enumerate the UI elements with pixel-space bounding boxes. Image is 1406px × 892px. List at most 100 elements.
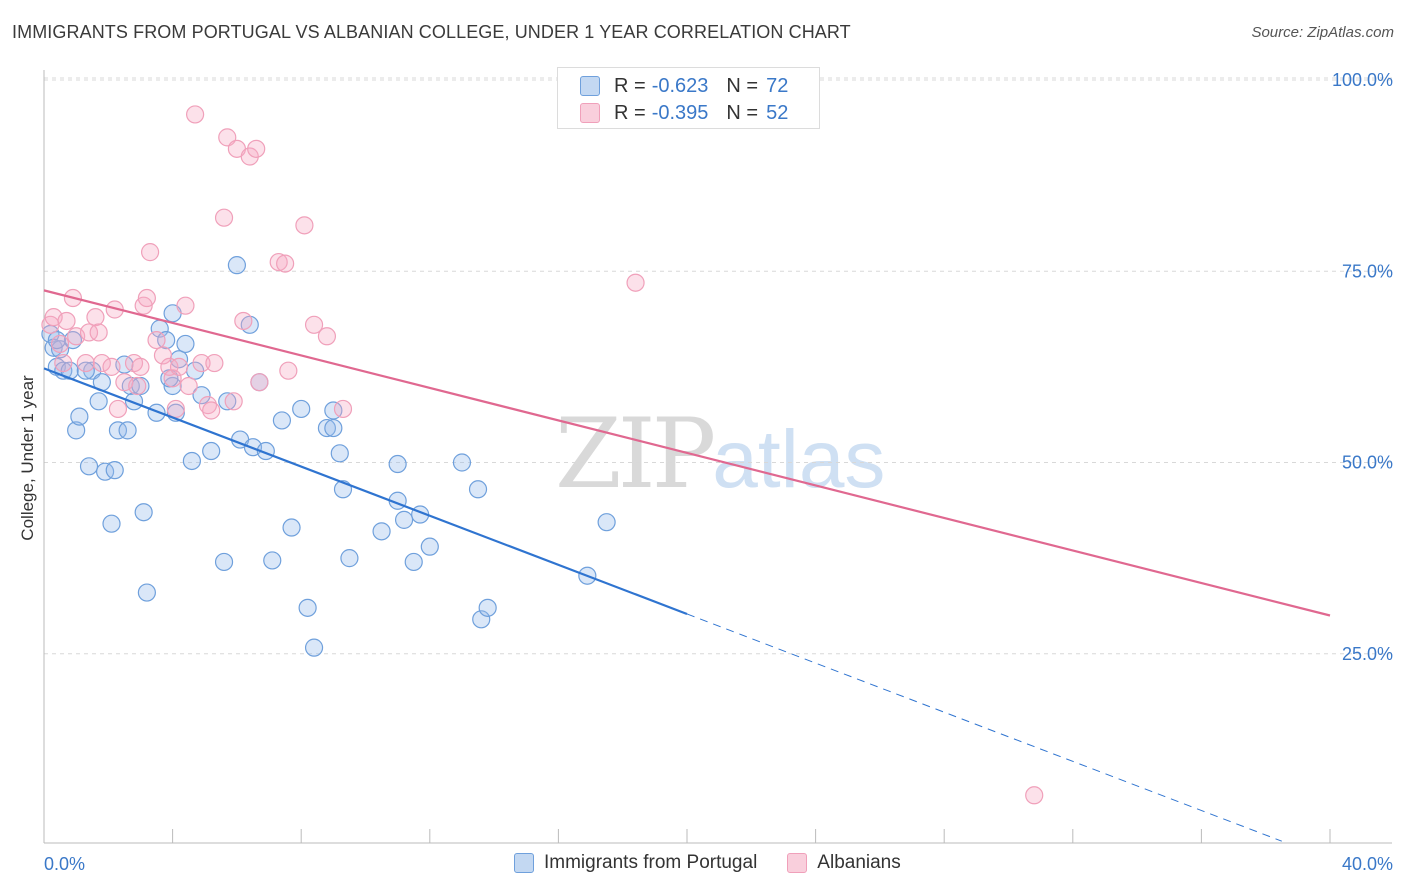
albanians-point (234, 311, 253, 331)
albanians-point (140, 243, 160, 262)
albanians-point (76, 353, 95, 373)
albanians-point (147, 331, 166, 350)
portugal-point (388, 454, 407, 474)
albanians-point (198, 396, 218, 415)
portugal-trend-line (43, 367, 688, 615)
albanians-swatch (787, 853, 808, 873)
albanians-trend-line (43, 289, 1331, 617)
portugal-point (102, 514, 121, 533)
n-label: N = (726, 74, 759, 97)
albanians-point (86, 308, 105, 327)
portugal-swatch (580, 76, 600, 96)
portugal-point (597, 513, 616, 532)
portugal-point (317, 418, 337, 438)
albanians-swatch (580, 103, 600, 123)
portugal-point (89, 392, 108, 411)
portugal-point (227, 256, 246, 275)
albanians-point (179, 376, 198, 396)
legend-label-albanians: Albanians (817, 852, 901, 873)
portugal-point (70, 407, 89, 426)
portugal-point (324, 418, 343, 438)
albanians-point (102, 357, 121, 376)
portugal-point (137, 583, 156, 602)
portugal-point (452, 453, 472, 472)
y-tick-label: 50.0% (1342, 453, 1393, 473)
albanians-point (169, 357, 189, 376)
portugal-point (147, 403, 166, 422)
albanians-point (163, 369, 182, 388)
portugal-point (176, 334, 195, 354)
albanians-point (202, 401, 221, 420)
albanians-point (205, 353, 224, 373)
portugal-point (340, 549, 359, 568)
y-tick-label: 25.0% (1342, 644, 1393, 664)
albanians-point (128, 376, 147, 396)
source-label: Source: ZipAtlas.com (1251, 24, 1394, 41)
chart-title: IMMIGRANTS FROM PORTUGAL VS ALBANIAN COL… (12, 22, 851, 42)
albanians-point (295, 216, 314, 235)
portugal-trend-extension (686, 613, 1282, 842)
portugal-point (79, 457, 99, 476)
albanians-point (153, 346, 173, 365)
portugal-point (76, 361, 95, 380)
albanians-point (89, 323, 108, 342)
albanians-point (1025, 786, 1044, 805)
r-label: R = (614, 74, 646, 97)
albanians-point (166, 399, 185, 419)
albanians-point (250, 373, 269, 392)
albanians-point (137, 288, 156, 308)
portugal-point (105, 461, 124, 480)
portugal-point (192, 386, 211, 405)
albanians-point (50, 334, 70, 354)
portugal-point (330, 444, 349, 463)
albanians-point (304, 315, 324, 334)
legend-label-portugal: Immigrants from Portugal (544, 852, 758, 873)
albanians-point (176, 296, 195, 315)
x-tick-label: 40.0% (1342, 854, 1393, 874)
albanians-point (79, 323, 99, 342)
albanians-point (57, 311, 76, 331)
portugal-point (292, 399, 311, 419)
y-tick-label: 100.0% (1332, 70, 1393, 90)
portugal-point (118, 421, 137, 440)
y-tick-label: 75.0% (1342, 261, 1393, 281)
legend-item-portugal[interactable]: Immigrants from Portugal (514, 852, 757, 874)
portugal-point (134, 503, 153, 522)
albanians-point (192, 353, 211, 373)
portugal-point (157, 331, 176, 350)
portugal-point (478, 598, 497, 617)
albanians-point (224, 392, 243, 411)
albanians-point (186, 105, 205, 124)
legend-item-albanians[interactable]: Albanians (787, 852, 901, 874)
albanians-point (247, 139, 266, 158)
portugal-point (420, 537, 439, 556)
albanians-point (269, 252, 288, 272)
x-tick-label: 0.0% (44, 854, 85, 874)
portugal-point (394, 510, 414, 529)
albanians-point (279, 361, 298, 380)
portugal-point (108, 421, 128, 440)
albanians-point (92, 353, 111, 373)
portugal-swatch (514, 853, 534, 873)
portugal-point (372, 522, 391, 541)
stats-row-portugal: R = -0.623 N = 72 (580, 74, 788, 98)
portugal-point (298, 598, 317, 617)
n-value: 72 (766, 74, 789, 97)
portugal-point (67, 421, 86, 440)
portugal-point (218, 392, 237, 411)
n-label: N = (726, 101, 759, 124)
albanians-point (626, 273, 645, 292)
albanians-point (317, 327, 337, 346)
stats-row-albanians: R = -0.395 N = 52 (580, 101, 788, 125)
albanians-point (160, 357, 179, 376)
r-value: -0.623 (651, 74, 709, 97)
albanians-point (333, 399, 353, 419)
stats-legend: R = -0.623 N = 72 R = -0.395 N = 52 (557, 67, 820, 129)
r-label: R = (614, 101, 646, 124)
portugal-point (202, 441, 221, 461)
portugal-point (214, 552, 234, 572)
albanians-point (276, 254, 295, 273)
albanians-point (54, 353, 73, 373)
portugal-point (272, 411, 292, 430)
